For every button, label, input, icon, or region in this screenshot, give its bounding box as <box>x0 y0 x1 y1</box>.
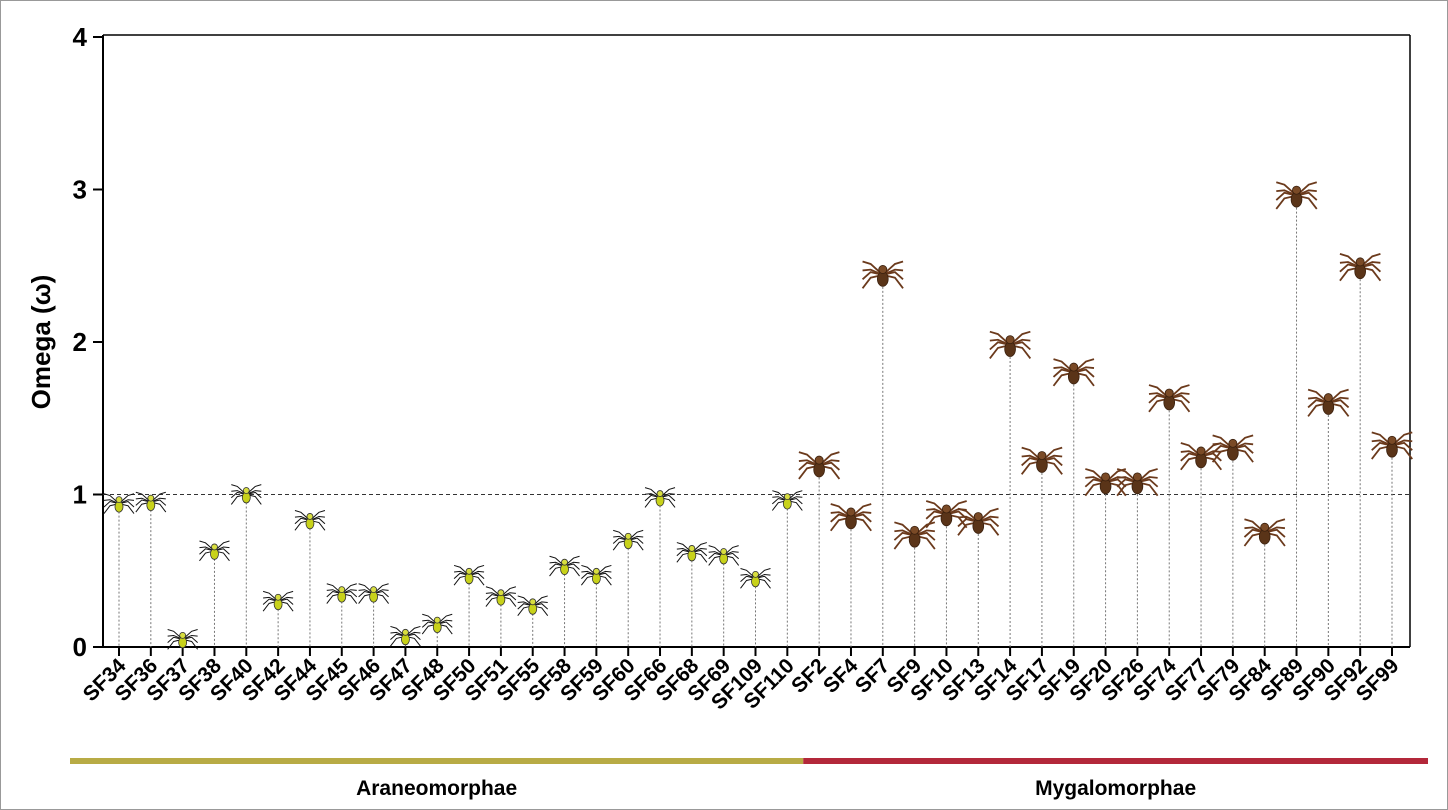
spider-marker <box>295 511 325 531</box>
spider-head <box>1197 447 1205 455</box>
spider-head <box>593 568 599 574</box>
spider-head <box>847 508 855 516</box>
spider-head <box>1070 363 1078 371</box>
spider-marker <box>422 614 452 634</box>
spider-marker <box>990 332 1031 359</box>
spider-marker <box>1181 443 1222 470</box>
spider-head <box>371 587 377 593</box>
spider-head <box>275 594 281 600</box>
spider-marker <box>1340 254 1381 281</box>
spider-marker <box>645 488 675 508</box>
spider-marker <box>1308 390 1349 417</box>
y-tick-label: 2 <box>73 327 87 357</box>
spider-marker <box>518 596 548 616</box>
spider-marker <box>1022 448 1063 475</box>
spider-head <box>498 590 504 596</box>
spider-marker <box>1054 359 1095 386</box>
spider-head <box>148 495 154 501</box>
spider-marker <box>741 568 771 588</box>
y-tick-label: 3 <box>73 175 87 205</box>
spider-head <box>339 587 345 593</box>
y-tick-label: 0 <box>73 632 87 662</box>
spider-marker <box>831 504 872 531</box>
spider-head <box>402 629 408 635</box>
spider-head <box>942 505 950 513</box>
spider-head <box>1388 436 1396 444</box>
spider-head <box>562 559 568 565</box>
spider-head <box>530 599 536 605</box>
spider-marker <box>359 584 389 604</box>
spider-head <box>625 533 631 539</box>
spider-head <box>657 491 663 497</box>
spider-head <box>753 571 759 577</box>
spider-head <box>1102 473 1110 481</box>
spider-marker <box>231 485 261 505</box>
spider-head <box>1324 394 1332 402</box>
spider-marker <box>486 587 516 607</box>
spider-marker <box>263 591 293 611</box>
spider-head <box>116 497 122 503</box>
spider-marker <box>677 543 707 563</box>
spider-marker <box>581 565 611 585</box>
spider-head <box>815 456 823 464</box>
spider-head <box>1038 452 1046 460</box>
spider-marker <box>894 522 935 549</box>
spider-marker <box>1276 182 1317 209</box>
spider-head <box>1165 389 1173 397</box>
spider-marker <box>199 541 229 561</box>
group-label: Mygalomorphae <box>1035 777 1196 800</box>
spider-head <box>1006 336 1014 344</box>
spider-marker <box>104 494 134 514</box>
spider-head <box>307 513 313 519</box>
spider-head <box>1261 523 1269 531</box>
spider-marker <box>1372 432 1413 459</box>
y-tick-label: 4 <box>73 22 88 52</box>
spider-head <box>784 494 790 500</box>
spider-marker <box>327 584 357 604</box>
spider-head <box>1133 473 1141 481</box>
spider-marker <box>772 491 802 511</box>
y-tick-label: 1 <box>73 480 87 510</box>
spider-marker <box>799 452 840 479</box>
spider-head <box>911 526 919 534</box>
spider-marker <box>1149 385 1190 412</box>
spider-marker <box>613 530 643 550</box>
spider-head <box>434 617 440 623</box>
spider-marker <box>1244 519 1285 546</box>
spider-head <box>243 488 249 494</box>
spider-head <box>879 265 887 273</box>
spider-marker <box>454 565 484 585</box>
spider-head <box>974 513 982 521</box>
spider-marker <box>136 492 166 512</box>
spider-marker <box>863 262 904 289</box>
chart: Omega (ω) 01234SF34SF36SF37SF38SF40SF42S… <box>0 0 1448 810</box>
spider-head <box>211 544 217 550</box>
spider-head <box>466 568 472 574</box>
spider-head <box>180 632 186 638</box>
spider-marker <box>709 546 739 566</box>
spider-marker <box>958 509 999 536</box>
spider-marker <box>390 626 420 646</box>
spider-head <box>1229 439 1237 447</box>
spider-head <box>1356 258 1364 266</box>
spider-head <box>721 549 727 555</box>
spider-head <box>1292 186 1300 194</box>
spider-marker <box>550 556 580 576</box>
group-label: Araneomorphae <box>356 777 517 800</box>
y-axis-label: Omega (ω) <box>26 275 56 410</box>
spider-head <box>689 545 695 551</box>
